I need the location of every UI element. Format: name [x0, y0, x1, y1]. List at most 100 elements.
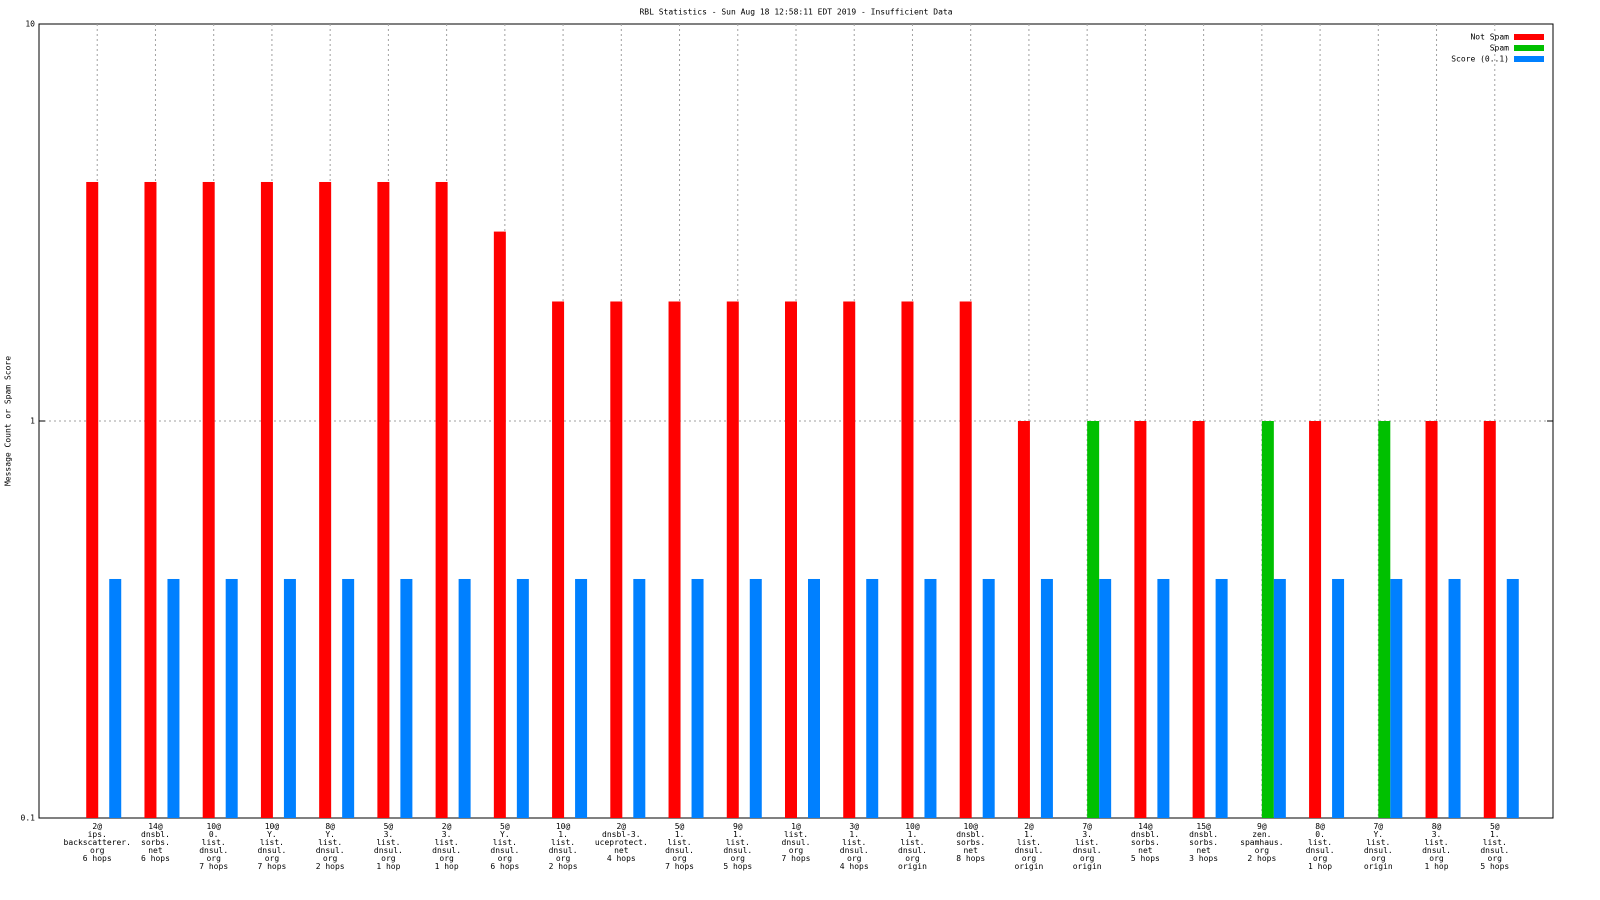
x-tick-line: 1 hop	[1424, 862, 1448, 871]
x-tick-line: backscatterer.	[64, 838, 131, 847]
bar	[1378, 421, 1391, 818]
bar	[901, 301, 914, 818]
legend-swatch	[1514, 45, 1544, 51]
x-tick-line: 7 hops	[782, 854, 811, 863]
x-tick-line: 7@	[1373, 822, 1383, 831]
legend-swatch	[1514, 34, 1544, 40]
x-tick-line: origin	[898, 862, 927, 871]
x-tick-line: org	[498, 854, 513, 863]
x-tick-line: org	[1022, 854, 1037, 863]
y-tick-label: 10	[25, 20, 35, 29]
x-tick-line: 10@	[265, 822, 280, 831]
x-tick-line: 10@	[905, 822, 920, 831]
x-tick-line: origin	[1364, 862, 1393, 871]
x-tick-label: 10@ 0. list. dnsul. org 7 hops	[199, 822, 228, 871]
bar	[435, 181, 448, 818]
x-tick-line: 5@	[1490, 822, 1500, 831]
bar	[1261, 421, 1274, 818]
x-tick-label: 2@ 3. list. dnsul. org 1 hop	[432, 822, 461, 871]
x-tick-line: list.	[202, 838, 226, 847]
x-tick-line: 1.	[1024, 830, 1034, 839]
x-tick-label: 9@ zen. spamhaus. org 2 hops	[1240, 822, 1283, 863]
bar	[785, 301, 797, 818]
x-tick-line: dnsbl.	[1189, 830, 1218, 839]
bar	[808, 578, 820, 818]
x-tick-line: org	[323, 854, 338, 863]
bar	[493, 231, 506, 818]
x-tick-line: dnsul.	[782, 838, 811, 847]
legend-label: Score (0..1)	[1451, 55, 1509, 64]
bar	[144, 181, 157, 818]
x-tick-label: 3@ 1. list. dnsul. org 4 hops	[840, 822, 869, 871]
y-tick-label: 1	[30, 417, 35, 426]
bar	[1309, 421, 1322, 818]
x-tick-line: org	[439, 854, 454, 863]
x-tick-line: 14@	[148, 822, 163, 831]
x-tick-line: org	[381, 854, 396, 863]
bar	[260, 181, 273, 818]
x-tick-line: 10@	[206, 822, 221, 831]
x-tick-line: sorbs.	[1189, 838, 1218, 847]
bar	[1099, 578, 1112, 818]
bar	[1332, 578, 1345, 818]
x-tick-line: dnsul.	[490, 846, 519, 855]
x-tick-line: dnsul.	[1306, 846, 1335, 855]
x-tick-line: 7@	[1082, 822, 1092, 831]
x-tick-line: list.	[667, 838, 691, 847]
bar	[1448, 578, 1461, 818]
bar	[552, 301, 565, 818]
x-tick-line: Y.	[267, 830, 277, 839]
bar	[1425, 421, 1438, 818]
x-tick-label: 10@ dnsbl. sorbs. net 8 hops	[956, 822, 985, 863]
bar	[575, 578, 588, 818]
x-tick-line: sorbs.	[956, 838, 985, 847]
bar	[1215, 578, 1228, 818]
x-tick-line: 8 hops	[956, 854, 985, 863]
bar	[1506, 578, 1519, 818]
x-tick-line: org	[556, 854, 571, 863]
chart-title: RBL Statistics - Sun Aug 18 12:58:11 EDT…	[639, 8, 952, 17]
bar	[283, 578, 296, 818]
x-tick-line: dnsul.	[1422, 846, 1451, 855]
x-tick-label: 1@ list. dnsul. org 7 hops	[782, 822, 811, 863]
x-tick-line: dnsbl-3.	[602, 830, 641, 839]
x-tick-line: dnsul.	[898, 846, 927, 855]
x-tick-line: uceprotect.	[595, 838, 648, 847]
x-tick-line: Y.	[1373, 830, 1383, 839]
x-tick-line: origin	[1014, 862, 1043, 871]
x-tick-label: 2@ 1. list. dnsul. org origin	[1014, 822, 1043, 871]
x-tick-line: 1.	[849, 830, 859, 839]
x-tick-line: dnsul.	[1364, 846, 1393, 855]
x-tick-line: spamhaus.	[1240, 838, 1283, 847]
bar	[633, 578, 646, 818]
bar	[516, 578, 529, 818]
bar	[400, 578, 413, 818]
x-tick-label: 10@ 1. list. dnsul. org origin	[898, 822, 927, 871]
x-tick-line: net	[148, 846, 163, 855]
x-tick-line: 5 hops	[1480, 862, 1509, 871]
bar	[342, 578, 355, 818]
x-tick-line: list.	[784, 830, 808, 839]
x-tick-line: list.	[1424, 838, 1448, 847]
x-tick-line: dnsul.	[316, 846, 345, 855]
x-tick-line: org	[90, 846, 105, 855]
x-tick-line: org	[265, 854, 280, 863]
bar	[668, 301, 681, 818]
x-tick-line: 7 hops	[199, 862, 228, 871]
x-tick-line: list.	[842, 838, 866, 847]
bar	[691, 578, 704, 818]
x-tick-line: org	[1313, 854, 1328, 863]
x-tick-line: 3@	[849, 822, 859, 831]
bar	[202, 181, 215, 818]
x-tick-line: org	[1371, 854, 1386, 863]
x-tick-line: dnsul.	[1073, 846, 1102, 855]
x-tick-line: sorbs.	[141, 838, 170, 847]
x-tick-line: 8@	[1432, 822, 1442, 831]
x-tick-label: 8@ Y. list. dnsul. org 2 hops	[316, 822, 345, 871]
x-tick-line: dnsul.	[665, 846, 694, 855]
x-tick-line: 3.	[1432, 830, 1442, 839]
x-tick-label: 8@ 0. list. dnsul. org 1 hop	[1306, 822, 1335, 871]
x-tick-line: 1@	[791, 822, 801, 831]
x-tick-line: 4 hops	[607, 854, 636, 863]
